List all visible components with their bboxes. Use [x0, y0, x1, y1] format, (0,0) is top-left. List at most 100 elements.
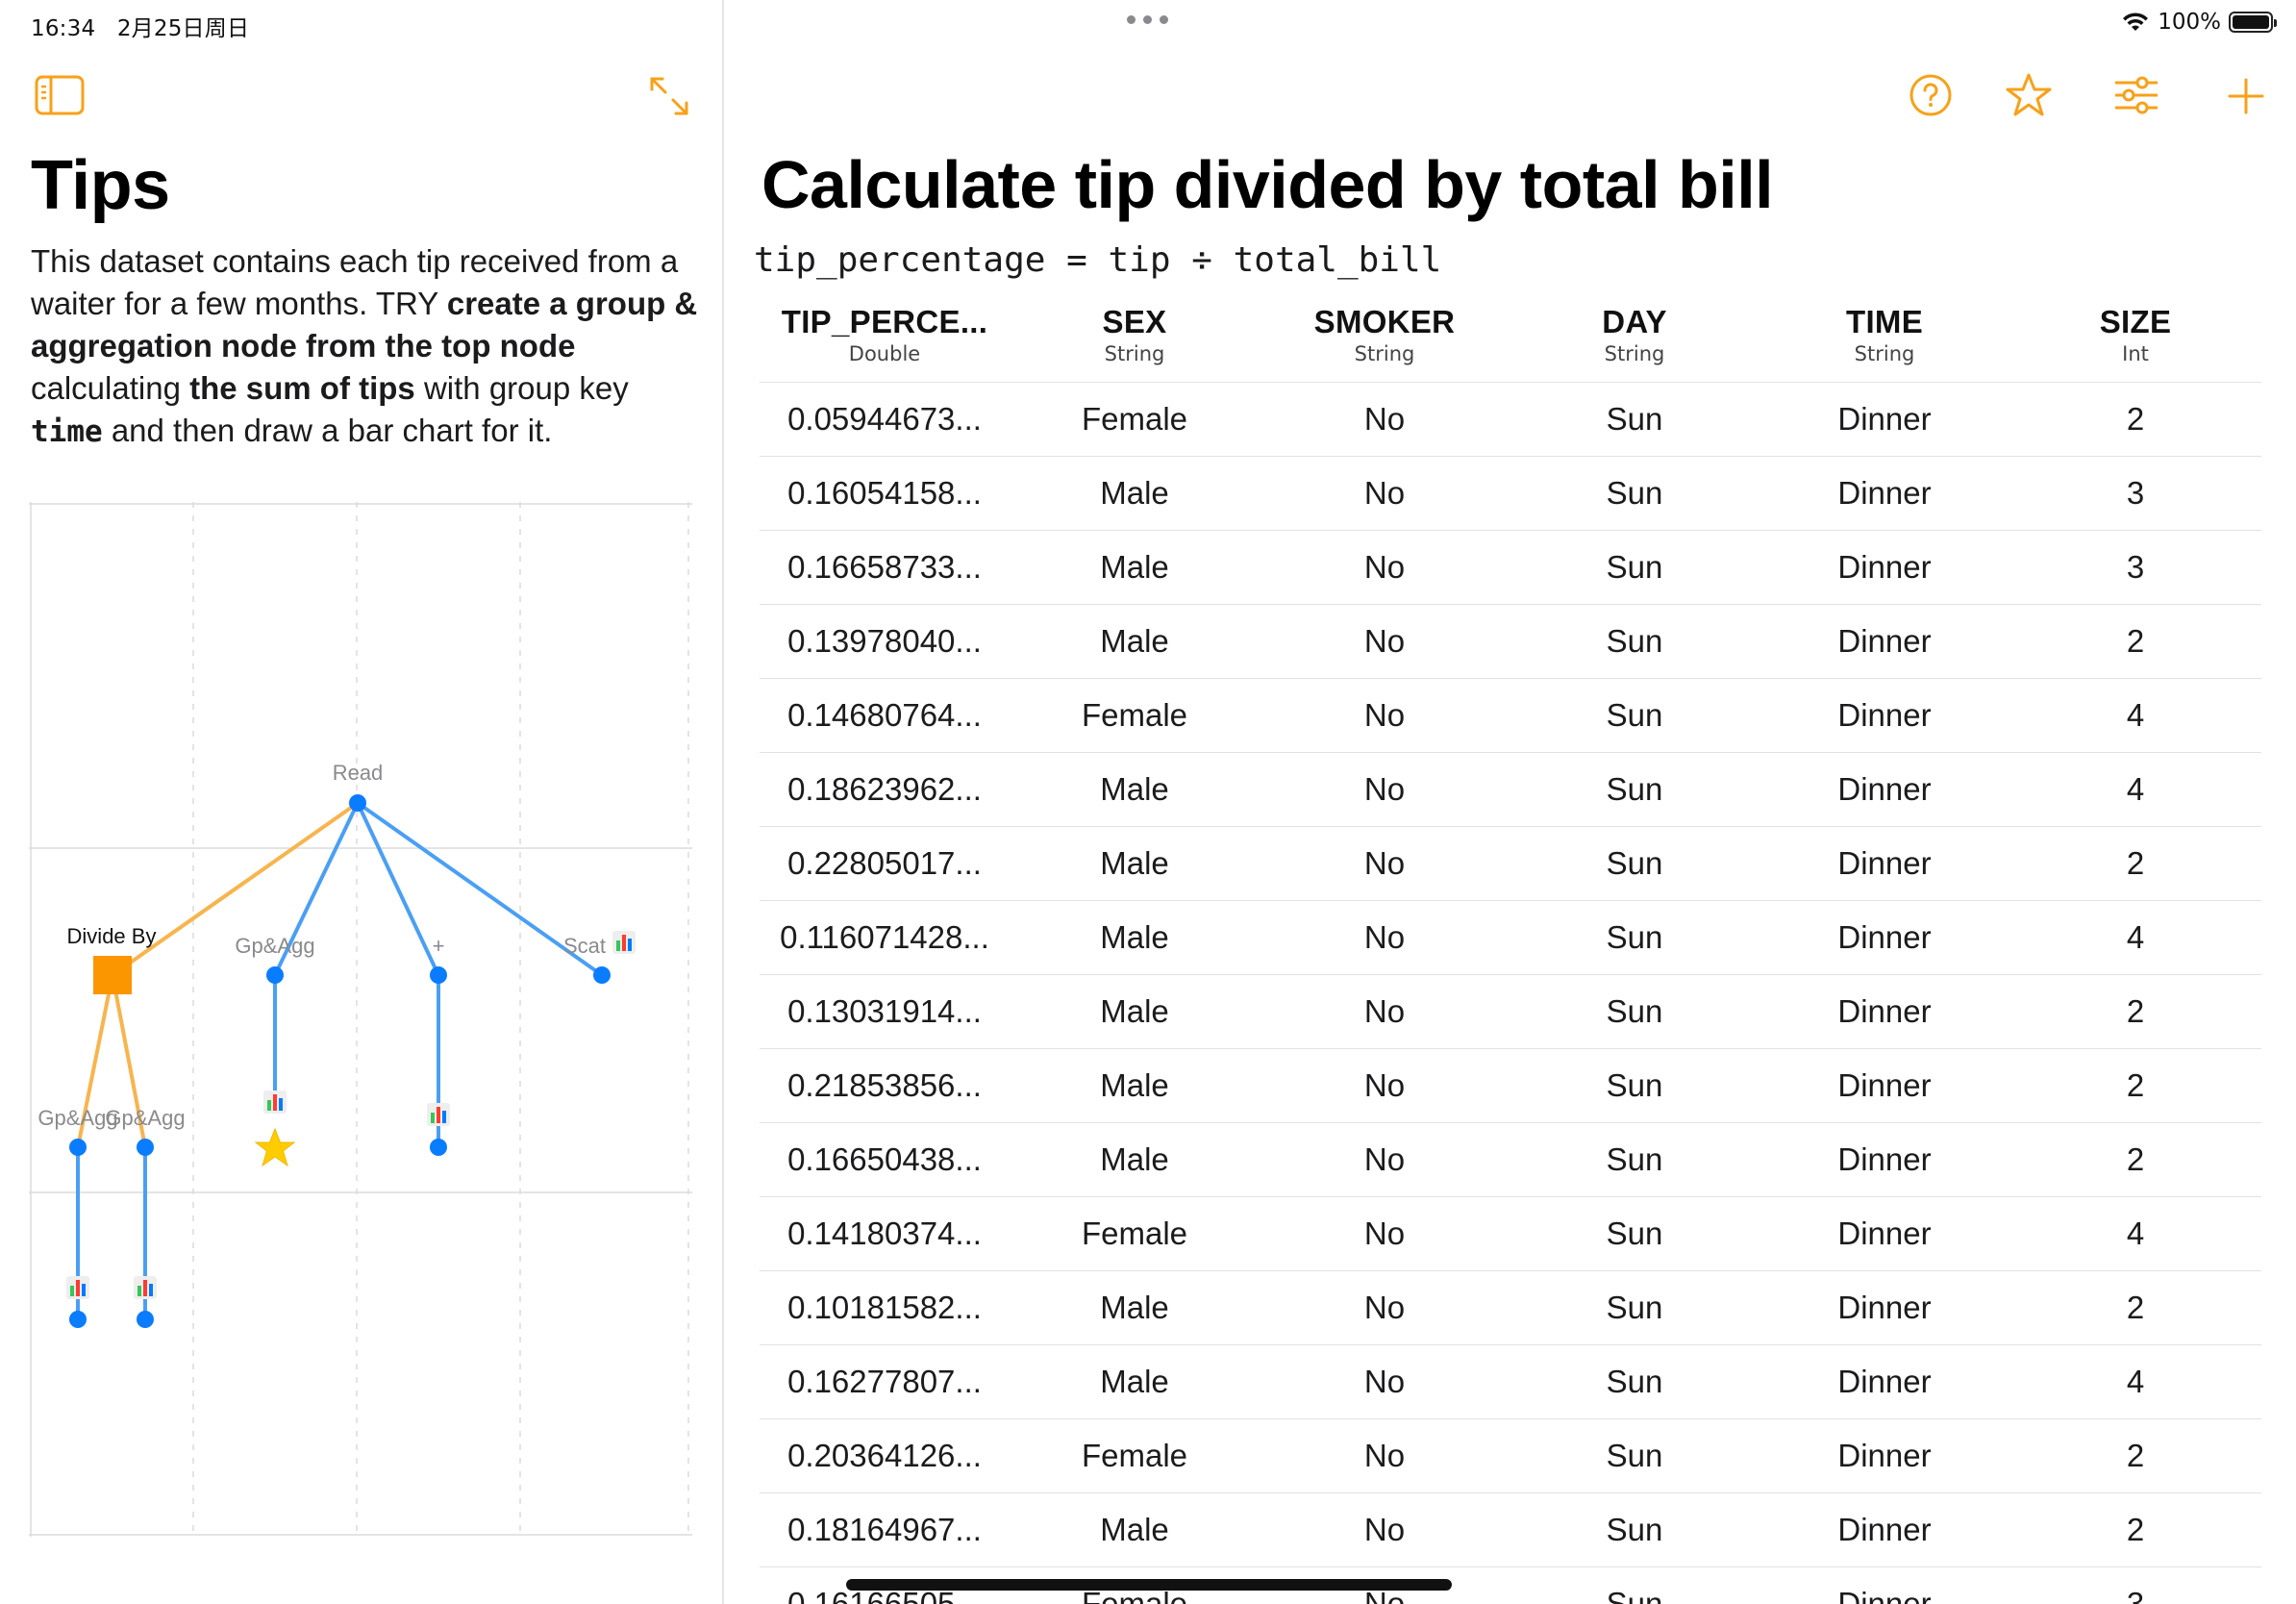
table-cell: Female [1081, 1438, 1188, 1473]
table-cell: 0.10181582... [787, 1290, 982, 1325]
column-header[interactable]: TIME String [1759, 296, 2009, 382]
table-cell: Dinner [1837, 697, 1932, 733]
table-cell: No [1363, 1141, 1406, 1177]
star-icon[interactable] [2005, 71, 2053, 119]
table-cell: Dinner [1837, 1364, 1932, 1399]
home-indicator[interactable] [846, 1579, 1452, 1591]
edge-divide-gpagg-a [76, 974, 114, 1148]
table-cell: No [1363, 697, 1406, 733]
table-cell: Sun [1606, 1586, 1663, 1604]
table-cell: Female [1081, 401, 1188, 437]
table-cell: Female [1081, 1216, 1188, 1251]
table-row[interactable]: 0.14180374... Female No Sun Dinner 4 [760, 1197, 2261, 1271]
table-row[interactable]: 0.13031914... Male No Sun Dinner 2 [760, 975, 2261, 1049]
bar-chart-icon [612, 931, 636, 954]
table-cell: No [1363, 1290, 1406, 1325]
table-cell: Male [1100, 475, 1169, 511]
table-row[interactable]: 0.18164967... Male No Sun Dinner 2 [760, 1493, 2261, 1567]
table-cell: 2 [2126, 401, 2145, 437]
table-cell: No [1363, 549, 1406, 585]
node-gpagg[interactable] [266, 966, 284, 984]
node-gpagg-b-chart[interactable] [137, 1311, 154, 1328]
status-date: 2月25日周日 [116, 16, 250, 41]
table-cell: Sun [1606, 1438, 1663, 1473]
node-scat[interactable] [593, 966, 611, 984]
table-cell: Dinner [1837, 623, 1932, 659]
table-cell: Sun [1606, 401, 1663, 437]
table-row[interactable]: 0.18623962... Male No Sun Dinner 4 [760, 753, 2261, 827]
wifi-icon [2123, 13, 2149, 31]
formula-operand-a: tip [1108, 240, 1171, 280]
table-cell: Male [1100, 549, 1169, 585]
table-cell: No [1363, 623, 1406, 659]
table-row[interactable]: 0.16650438... Male No Sun Dinner 2 [760, 1123, 2261, 1197]
table-cell: Dinner [1837, 845, 1932, 881]
data-table[interactable]: TIP_PERCE... Double SEX String SMOKER String D… [760, 296, 2261, 1604]
table-cell: Male [1100, 623, 1169, 659]
table-cell: No [1363, 1438, 1406, 1473]
table-row[interactable]: 0.16658733... Male No Sun Dinner 3 [760, 531, 2261, 605]
table-row[interactable]: 0.21853856... Male No Sun Dinner 2 [760, 1049, 2261, 1123]
table-cell: 0.16277807... [787, 1364, 982, 1399]
table-cell: No [1363, 401, 1406, 437]
table-cell: Sun [1606, 697, 1663, 733]
table-cell: Sun [1606, 475, 1663, 511]
node-label-gpagg: Gp&Agg [235, 934, 314, 958]
node-title: Calculate tip divided by total bill [761, 147, 1774, 222]
table-cell: 0.16650438... [787, 1141, 982, 1177]
table-cell: Dinner [1837, 1290, 1932, 1325]
column-header[interactable]: DAY String [1510, 296, 1759, 382]
table-cell: 0.14680764... [787, 697, 982, 733]
sliders-icon[interactable] [2113, 75, 2159, 115]
table-cell: Sun [1606, 623, 1663, 659]
table-cell: Male [1100, 1141, 1169, 1177]
column-header[interactable]: TIP_PERCE... Double [760, 296, 1010, 382]
table-row[interactable]: 0.16054158... Male No Sun Dinner 3 [760, 457, 2261, 531]
node-plus[interactable] [430, 966, 447, 984]
multitasking-dots[interactable] [1127, 15, 1168, 24]
column-header[interactable]: SMOKER String [1260, 296, 1510, 382]
table-cell: 0.18623962... [787, 771, 982, 807]
table-body[interactable]: 0.05944673... Female No Sun Dinner 2 0.1605415… [760, 383, 2261, 1604]
node-gpagg-a-chart[interactable] [69, 1311, 87, 1328]
table-row[interactable]: 0.13978040... Male No Sun Dinner 2 [760, 605, 2261, 679]
table-cell: Male [1100, 845, 1169, 881]
column-type: String [1604, 342, 1665, 365]
table-cell: Male [1100, 771, 1169, 807]
column-header[interactable]: SEX String [1010, 296, 1260, 382]
star-icon[interactable] [254, 1127, 296, 1167]
table-row[interactable]: 0.05944673... Female No Sun Dinner 2 [760, 383, 2261, 457]
table-row[interactable]: 0.16277807... Male No Sun Dinner 4 [760, 1345, 2261, 1419]
node-graph-canvas[interactable]: Read Divide By Gp&Agg + Scat Gp&Agg Gp&A… [29, 502, 692, 1537]
node-gpagg-b[interactable] [137, 1139, 154, 1156]
table-cell: No [1363, 1364, 1406, 1399]
sidebar-icon[interactable] [35, 75, 85, 115]
table-row[interactable]: 0.14680764... Female No Sun Dinner 4 [760, 679, 2261, 753]
plus-icon[interactable] [2227, 77, 2265, 115]
table-cell: 2 [2126, 623, 2145, 659]
table-row[interactable]: 0.22805017... Male No Sun Dinner 2 [760, 827, 2261, 901]
node-label-read: Read [333, 761, 384, 785]
pane-divider[interactable] [722, 0, 724, 1604]
table-cell: 3 [2126, 1586, 2145, 1604]
help-icon[interactable] [1909, 73, 1953, 117]
table-cell: Dinner [1837, 993, 1932, 1029]
formula: tip_percentage = tip ÷ total_bill [754, 240, 1442, 280]
column-name: TIP_PERCE... [781, 304, 988, 339]
table-row[interactable]: 0.20364126... Female No Sun Dinner 2 [760, 1419, 2261, 1493]
node-read[interactable] [349, 794, 366, 812]
table-row[interactable]: 0.10181582... Male No Sun Dinner 2 [760, 1271, 2261, 1345]
table-cell: Male [1100, 1512, 1169, 1547]
status-bar-right: 100% [2121, 10, 2277, 35]
table-cell: 0.18164967... [787, 1512, 982, 1547]
table-cell: 0.05944673... [787, 401, 982, 437]
table-cell: Dinner [1837, 771, 1932, 807]
table-row[interactable]: 0.116071428... Male No Sun Dinner 4 [760, 901, 2261, 975]
node-divide-by[interactable] [93, 956, 132, 994]
expand-icon[interactable] [648, 75, 690, 117]
column-header[interactable]: SIZE Int [2009, 296, 2261, 382]
node-gpagg-a[interactable] [69, 1139, 87, 1156]
bar-chart-icon [134, 1276, 157, 1299]
table-cell: 0.13978040... [787, 623, 982, 659]
node-plus-chart[interactable] [430, 1139, 447, 1156]
